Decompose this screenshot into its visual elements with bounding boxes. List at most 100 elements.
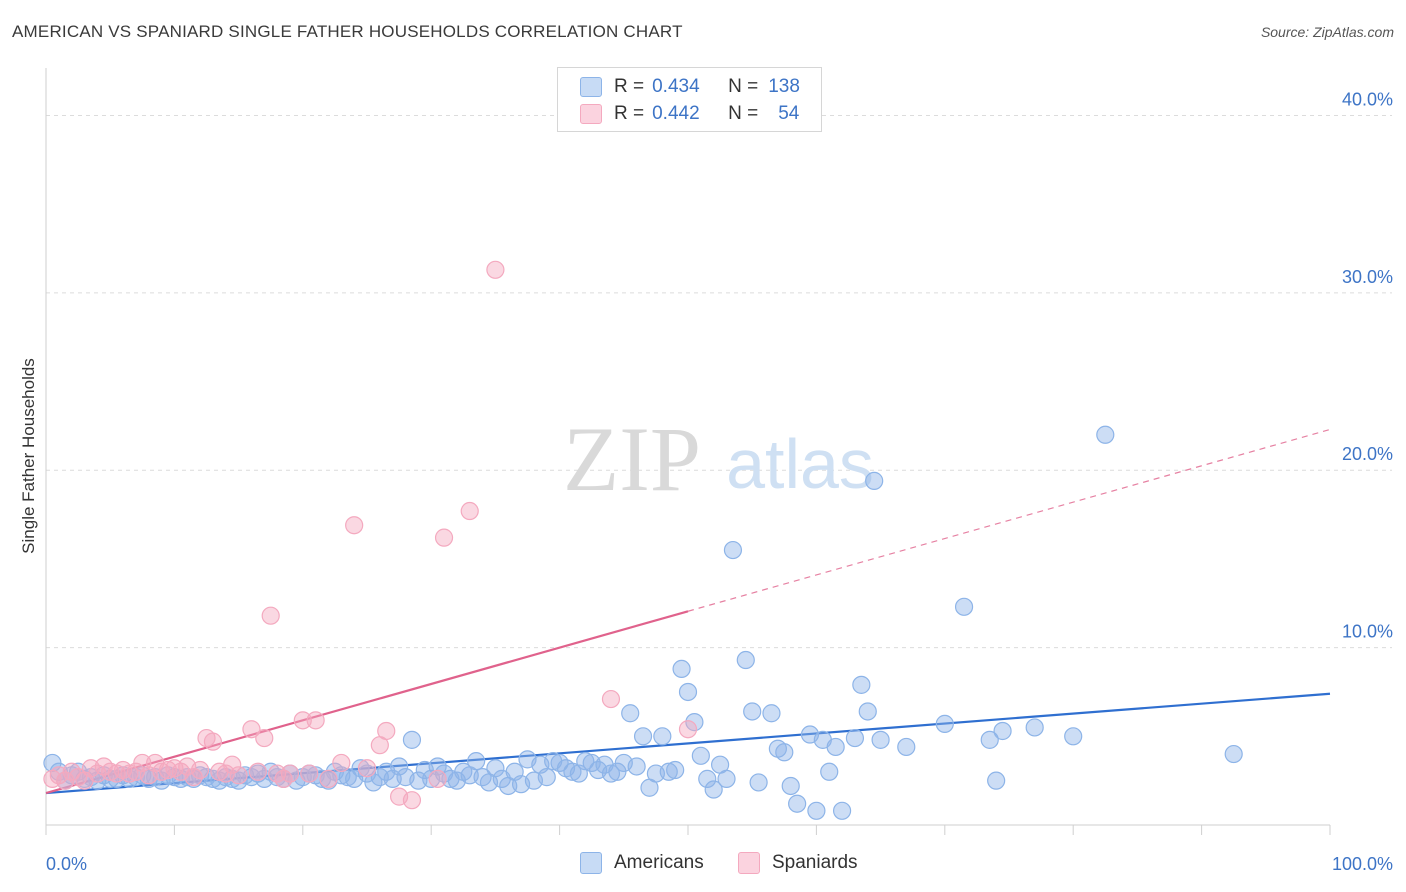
spaniard-point: [223, 755, 242, 774]
american-point: [685, 713, 704, 732]
legend-n-label: N =: [728, 76, 759, 97]
spaniard-point: [377, 721, 396, 741]
american-point: [621, 704, 640, 723]
spaniard-point: [248, 762, 267, 781]
legend-row-spaniards: R = 0.442 N = 54: [580, 101, 799, 127]
spaniard-point: [434, 528, 454, 547]
y-axis-label: Single Father Households: [19, 358, 38, 554]
american-point: [1025, 718, 1044, 737]
bottom-legend-americans: Americans: [580, 852, 704, 874]
x-tick-label-max: 100.0%: [1332, 854, 1393, 874]
grid-lines: [46, 114, 1392, 649]
x-tick-label-min: 0.0%: [46, 854, 87, 874]
american-point: [935, 714, 954, 733]
spaniard-point: [203, 732, 223, 751]
spaniard-point: [242, 720, 261, 739]
american-point: [1064, 727, 1083, 746]
spaniards-trend-line: [45, 610, 689, 795]
spaniard-point: [190, 760, 210, 780]
american-point: [845, 728, 865, 748]
legend-n-value: 54: [778, 103, 800, 124]
legend-r-label: R =: [614, 103, 645, 124]
spaniards-trend-line-extension: [687, 428, 1331, 612]
spaniard-point: [319, 769, 338, 788]
american-point: [871, 730, 890, 749]
bottom-legend-swatch-americans: [580, 852, 602, 874]
bottom-legend: Americans Spaniards: [0, 852, 1406, 878]
y-tick-label: 10.0%: [1342, 622, 1393, 642]
legend-n-value: 138: [768, 76, 800, 97]
bottom-legend-spaniards: Spaniards: [738, 852, 858, 874]
american-point: [576, 752, 595, 771]
spaniard-point: [261, 606, 280, 625]
spaniard-point: [460, 501, 479, 521]
tick-labels: 10.0% 20.0% 30.0% 40.0% 0.0% 100.0%: [46, 89, 1393, 874]
american-point: [659, 762, 678, 781]
american-point: [698, 769, 717, 788]
bottom-legend-label-americans: Americans: [614, 852, 704, 873]
chart-source: Source: ZipAtlas.com: [1260, 24, 1394, 40]
american-point: [980, 730, 999, 749]
spaniard-point: [601, 689, 621, 709]
spaniard-point: [357, 759, 377, 778]
american-point: [653, 727, 672, 746]
american-point: [987, 771, 1006, 790]
american-point: [666, 760, 685, 780]
american-point: [1224, 744, 1243, 764]
data-points: [43, 260, 1243, 820]
american-point: [954, 597, 974, 616]
american-point: [762, 704, 781, 723]
american-point: [749, 773, 768, 792]
legend-r-value: 0.434: [652, 76, 700, 97]
american-point: [788, 794, 807, 813]
spaniard-point: [229, 766, 248, 785]
watermark-atlas: atlas: [726, 425, 874, 503]
american-point: [897, 737, 916, 757]
spaniard-point: [255, 728, 274, 748]
american-point: [807, 801, 826, 820]
legend-swatch-spaniards: [580, 104, 602, 124]
spaniard-point: [120, 764, 139, 783]
american-point: [601, 764, 621, 783]
legend-r-value: 0.442: [652, 103, 700, 124]
american-point: [428, 757, 447, 776]
american-point: [717, 769, 736, 788]
american-point: [993, 721, 1012, 741]
american-point: [832, 801, 852, 820]
bottom-legend-swatch-spaniards: [738, 852, 760, 874]
american-point: [775, 743, 794, 762]
american-point: [627, 757, 646, 776]
american-point: [736, 650, 755, 670]
american-point: [672, 659, 691, 679]
american-point: [826, 737, 845, 757]
spaniard-point: [486, 260, 505, 279]
american-point: [486, 759, 505, 778]
american-point: [608, 762, 627, 781]
legend-n-label: N =: [728, 103, 759, 124]
spaniard-point: [293, 711, 312, 730]
american-point: [781, 776, 800, 796]
american-point: [678, 682, 698, 702]
spaniard-point: [306, 711, 325, 730]
bottom-legend-label-spaniards: Spaniards: [772, 852, 858, 873]
spaniard-point: [300, 764, 319, 783]
american-point: [865, 471, 884, 490]
american-point: [467, 752, 486, 771]
american-point: [820, 762, 839, 781]
watermark-zip: ZIP: [563, 408, 701, 510]
spaniard-point: [345, 516, 364, 535]
spaniard-point: [678, 720, 698, 739]
watermark: ZIP atlas: [563, 408, 874, 510]
chart-title: AMERICAN VS SPANIARD SINGLE FATHER HOUSE…: [12, 22, 683, 41]
american-point: [723, 540, 743, 560]
spaniard-point: [184, 768, 203, 787]
axes: [45, 68, 1331, 835]
legend-r-label: R =: [614, 76, 645, 97]
american-point: [633, 727, 653, 746]
american-point: [537, 768, 556, 787]
american-point: [563, 762, 582, 781]
american-point: [704, 780, 723, 799]
spaniard-point: [280, 764, 300, 783]
american-point: [743, 702, 762, 721]
